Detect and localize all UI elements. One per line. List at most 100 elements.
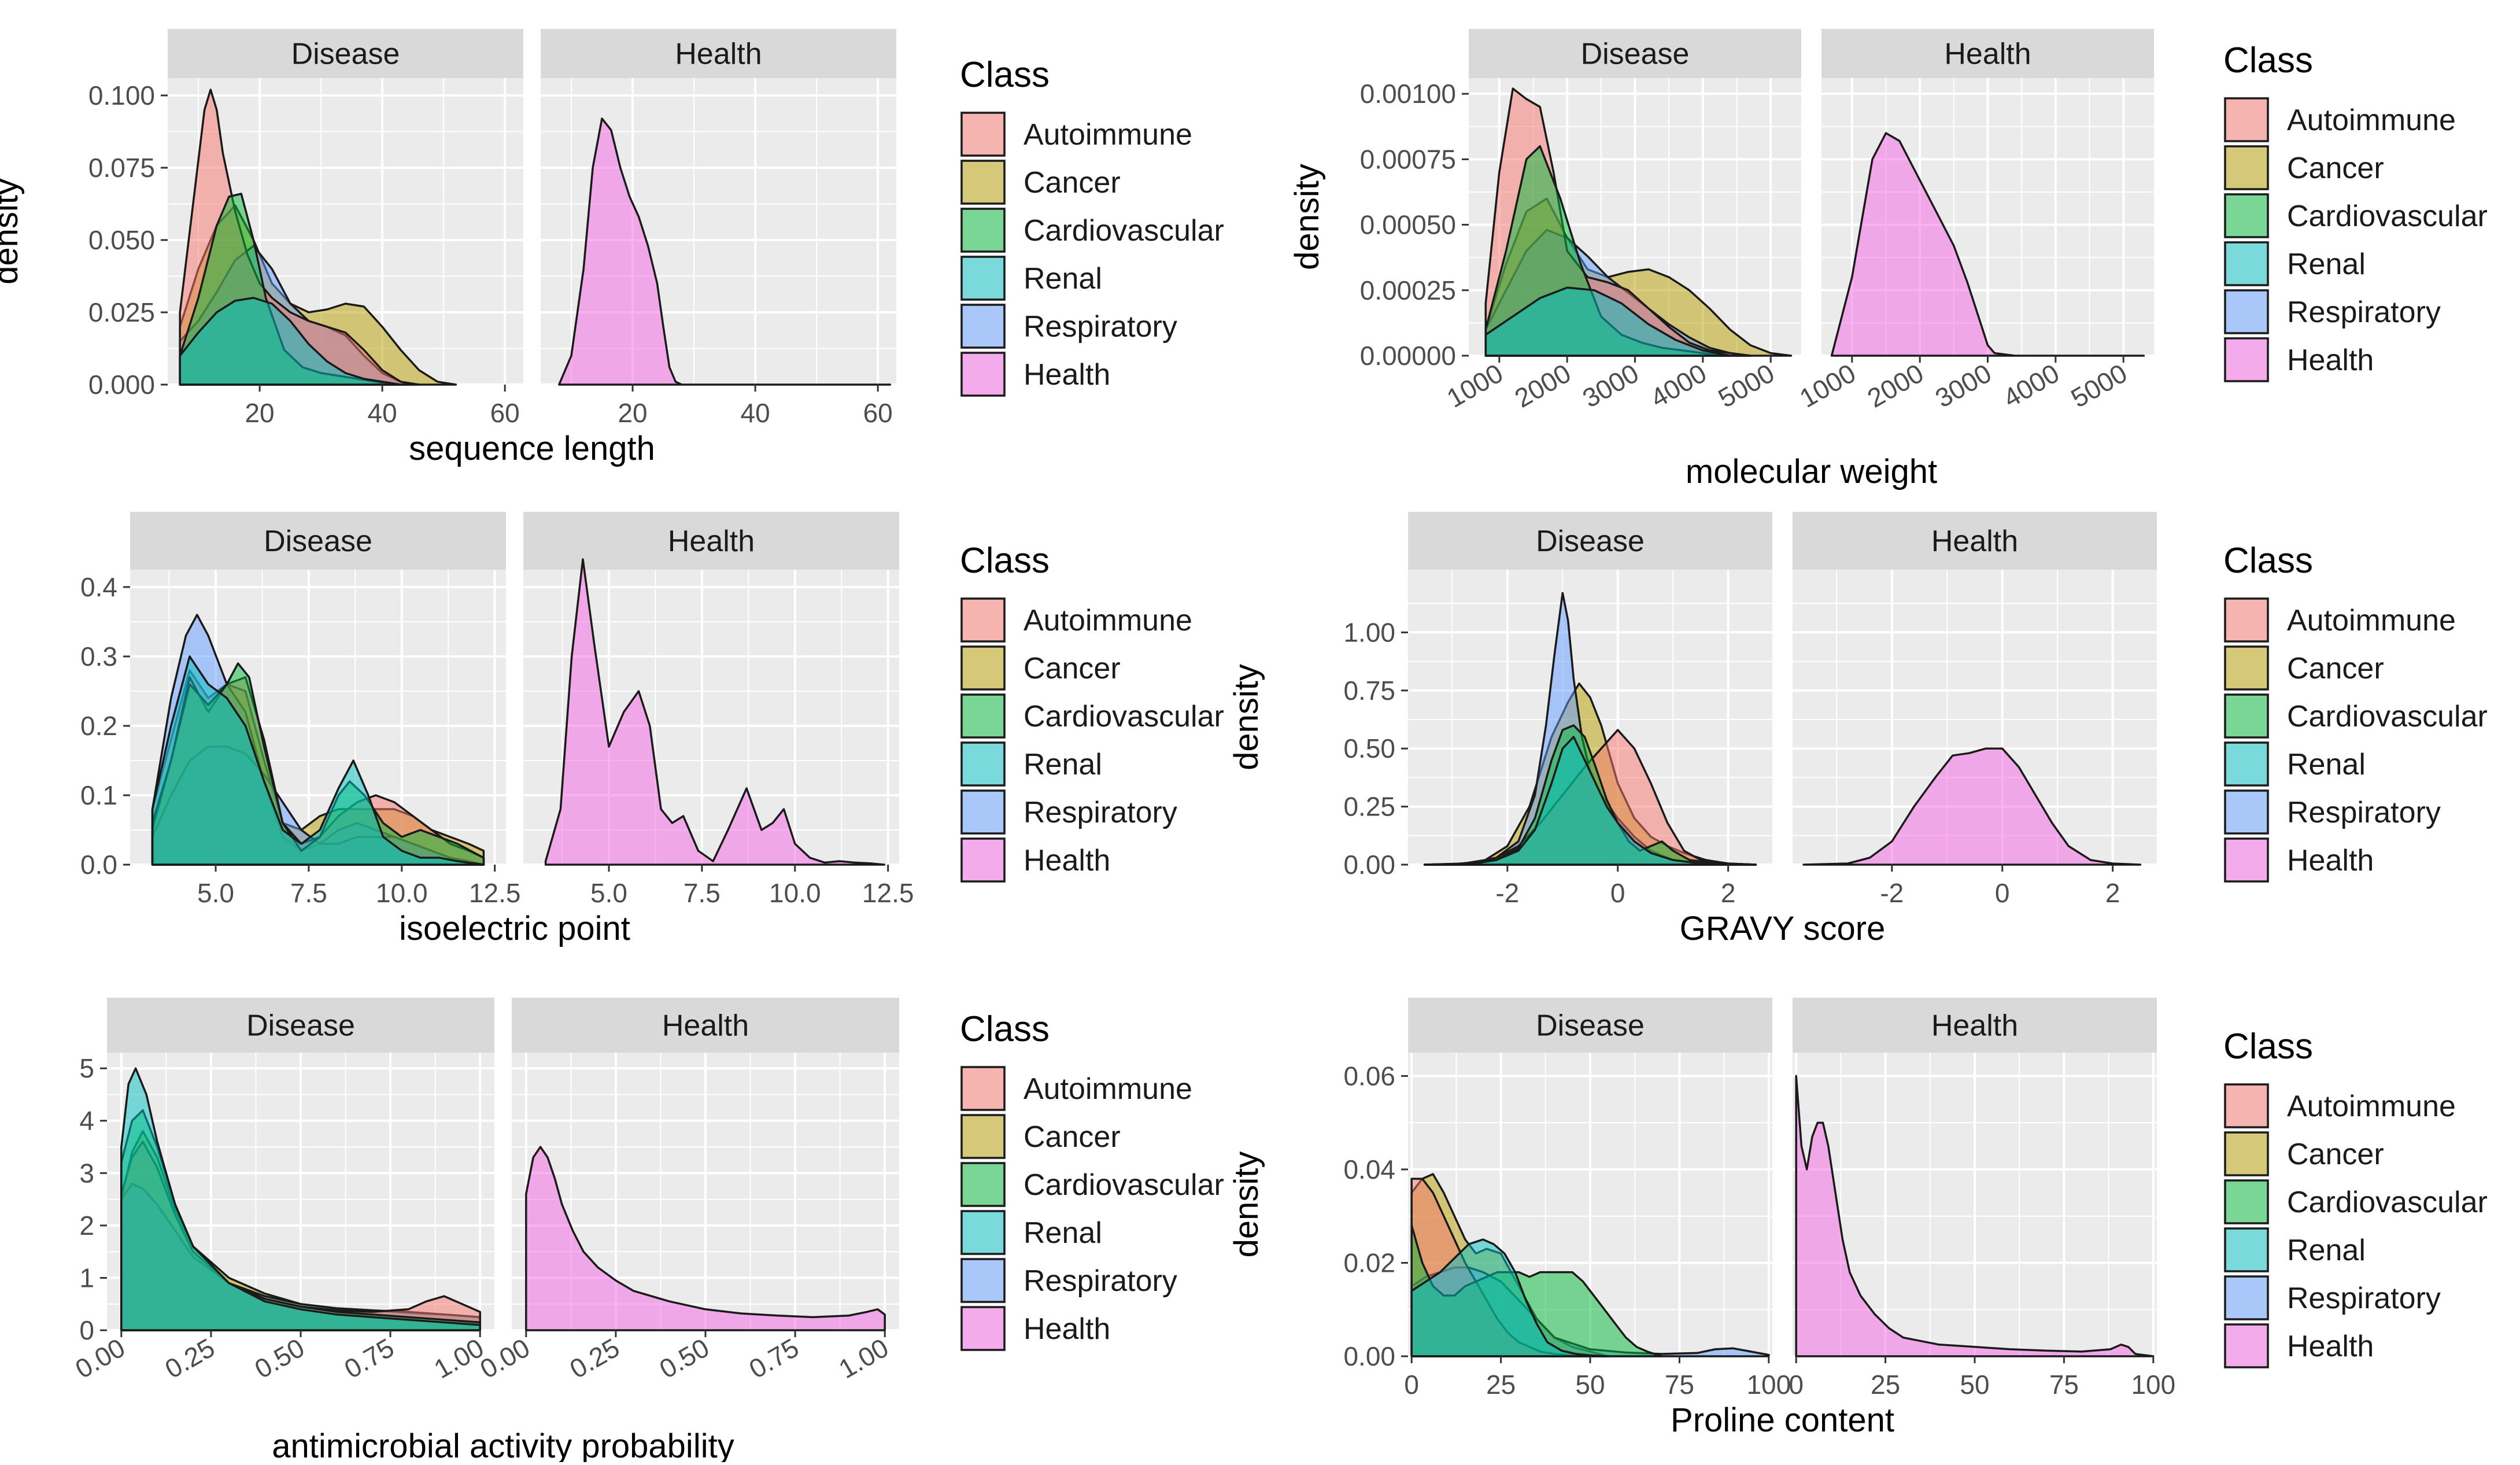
legend-item-respiratory: Respiratory [2223, 289, 2441, 335]
x-axis: 20 40 60 [618, 385, 893, 428]
panel-gravy-score-health: Health -2 0 2 [1793, 512, 2157, 908]
density-renal [1410, 1238, 1609, 1357]
legend-item-cardiovascular: Cardiovascular [2223, 693, 2488, 739]
x-tick-label: 0.50 [654, 1333, 714, 1385]
y-tick-label: 0.75 [1343, 676, 1395, 706]
legend-label: Cancer [2287, 1138, 2384, 1171]
chart-gravy-score: Disease -2 0 2 Health -2 0 2 0.00 0.25 0.50 0.75 1.0… [1228, 512, 2488, 947]
x-tick-label: 60 [863, 398, 893, 428]
x-tick-label: 75 [1665, 1370, 1694, 1400]
legend-label: Cardiovascular [1023, 214, 1224, 248]
density-renal [179, 297, 402, 386]
x-axis-title: Proline content [1671, 1401, 1894, 1439]
legend-item-autoimmune: Autoimmune [2223, 97, 2456, 143]
facet-strip [130, 512, 506, 570]
x-tick-label: 75 [2049, 1370, 2079, 1400]
x-tick-label: 1000 [1794, 358, 1861, 414]
y-tick-label: 0.050 [88, 225, 155, 255]
legend-label: Respiratory [2287, 296, 2441, 329]
x-tick-label: 5000 [1713, 358, 1780, 414]
legend-item-respiratory: Respiratory [960, 1257, 1177, 1304]
y-axis: 0.00 0.25 0.50 0.75 1.00 [1343, 617, 1408, 880]
density-health [544, 558, 886, 866]
legend-key-swatch [2224, 789, 2269, 835]
facet-label: Disease [264, 525, 372, 558]
facet-label: Health [675, 38, 762, 71]
y-tick-label: 0.4 [80, 572, 117, 602]
panel-gravy-score-disease: Disease -2 0 2 [1408, 512, 1772, 908]
legend-item-cardiovascular: Cardiovascular [2223, 193, 2488, 239]
legend-label: Cancer [2287, 152, 2384, 185]
legend-label: Cardiovascular [2287, 1186, 2488, 1219]
legend-label: Health [2287, 344, 2374, 377]
legend-key-swatch [960, 741, 1006, 787]
legend-key-swatch [2224, 645, 2269, 691]
x-tick-label: 3000 [1577, 358, 1644, 414]
x-tick-label: 0 [1610, 878, 1625, 908]
legend-item-renal: Renal [2223, 741, 2366, 787]
x-axis-title: GRAVY score [1680, 910, 1886, 947]
y-tick-label: 0.1 [80, 780, 117, 810]
facet-strip [1793, 998, 2157, 1053]
legend-item-cardiovascular: Cardiovascular [960, 207, 1224, 253]
legend-key-swatch [2224, 1227, 2269, 1272]
x-tick-label: 2 [2105, 878, 2120, 908]
x-tick-label: -2 [1495, 878, 1519, 908]
x-tick-label: 2000 [1510, 358, 1576, 414]
legend-label: Respiratory [2287, 1282, 2441, 1315]
legend-item-respiratory: Respiratory [960, 789, 1177, 835]
panel-sequence-length-health: Health 20 40 60 [541, 29, 896, 428]
legend-key-swatch [960, 112, 1006, 157]
y-tick-label: 0.04 [1343, 1154, 1395, 1184]
x-tick-label: 100 [1746, 1370, 1791, 1400]
x-axis: 5.0 7.5 10.0 12.5 [197, 865, 520, 908]
legend-key-swatch [960, 256, 1006, 301]
x-tick-label: 20 [245, 398, 274, 428]
x-tick-label: 0.75 [339, 1333, 400, 1385]
legend-label: Renal [1023, 1216, 1102, 1250]
facet-strip [1793, 512, 2157, 570]
panel-antimicrobial-activity-probability-health: Health 0.00 0.25 0.50 0.75 1.00 [475, 998, 899, 1384]
y-tick-label: 4 [79, 1106, 94, 1136]
legend-key-swatch [2224, 741, 2269, 787]
x-tick-label: 12.5 [469, 878, 521, 908]
legend-label: Renal [2287, 748, 2366, 781]
panel-proline-content-health: Health 0 25 50 75 100 [1789, 998, 2175, 1400]
legend-item-autoimmune: Autoimmune [2223, 597, 2456, 643]
legend-label: Autoimmune [1023, 118, 1192, 152]
legend-key-swatch [960, 1258, 1006, 1303]
legend: Class Autoimmune Cancer Cardiovascular Renal… [960, 1009, 1224, 1352]
x-axis-title: isoelectric point [399, 910, 630, 947]
facet-label: Disease [1581, 38, 1690, 71]
y-tick-label: 0.06 [1343, 1061, 1395, 1091]
legend: Class Autoimmune Cancer Cardiovascular Renal… [2223, 1027, 2488, 1369]
x-tick-label: 4000 [1645, 358, 1712, 414]
facet-strip [107, 998, 494, 1053]
facet-label: Health [668, 525, 755, 558]
legend-key-swatch [2224, 241, 2269, 286]
facet-strip [512, 998, 899, 1053]
y-axis-title: density [1288, 164, 1326, 270]
legend-label: Respiratory [1023, 796, 1177, 829]
legend-key-swatch [2224, 289, 2269, 334]
x-tick-label: 0 [1995, 878, 2010, 908]
legend-key-swatch [960, 645, 1006, 691]
y-tick-label: 0.00000 [1360, 341, 1456, 371]
legend-item-health: Health [960, 351, 1110, 397]
facet-label: Health [1931, 525, 2018, 558]
legend-key-swatch [960, 208, 1006, 253]
chart-sequence-length: Disease 20 40 60 Health 20 40 60 0.000 0.025 0.050… [0, 29, 1224, 467]
y-tick-label: 3 [79, 1158, 94, 1188]
x-tick-label: 25 [1871, 1370, 1900, 1400]
legend-item-renal: Renal [960, 255, 1102, 301]
x-tick-label: 5.0 [197, 878, 234, 908]
y-tick-label: 0.00100 [1360, 79, 1456, 109]
x-tick-label: 50 [1575, 1370, 1605, 1400]
panel-isoelectric-point-health: Health 5.0 7.5 10.0 12.5 [523, 512, 914, 908]
facet-strip [523, 512, 899, 570]
facet-label: Disease [1536, 525, 1645, 558]
legend-label: Health [2287, 1330, 2374, 1363]
legend-label: Cancer [2287, 652, 2384, 685]
